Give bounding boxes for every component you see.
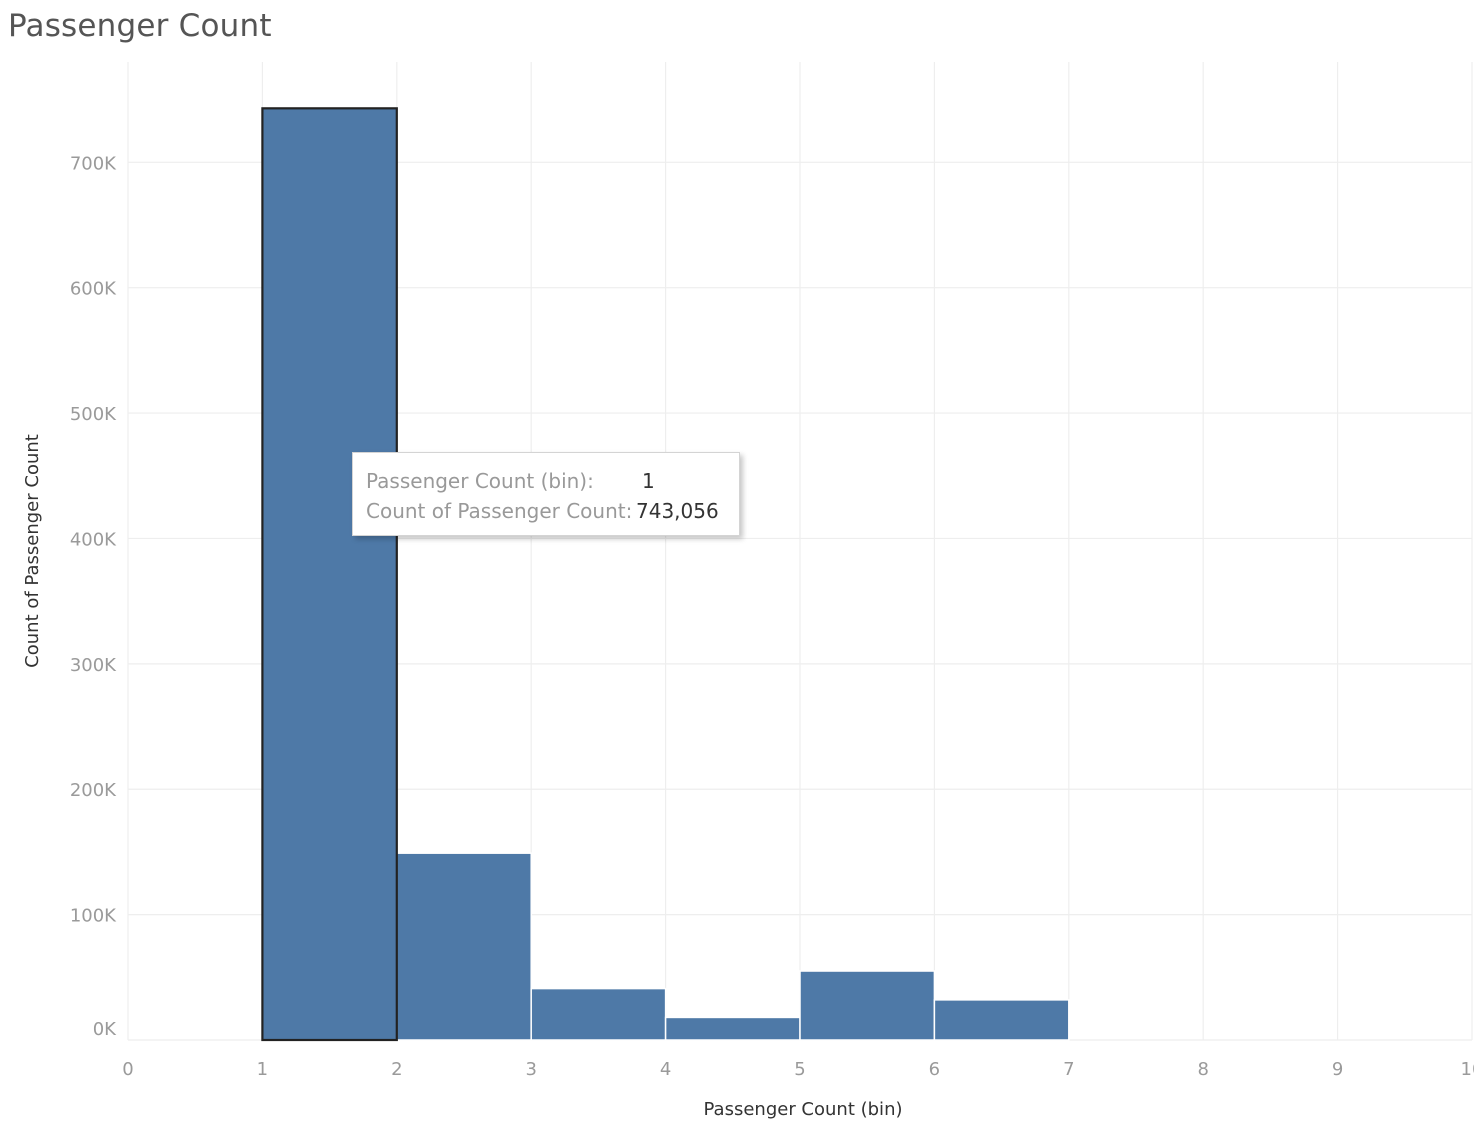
y-tick-label: 700K: [70, 153, 117, 174]
histogram-bar-1[interactable]: [261, 107, 398, 1042]
x-tick-label: 9: [1332, 1059, 1343, 1080]
tooltip-count-value: 743,056: [636, 499, 719, 523]
x-tick-label: 1: [257, 1059, 268, 1080]
y-axis-title: Count of Passenger Count: [22, 434, 43, 668]
tooltip-row-bin: Passenger Count (bin): 1: [366, 466, 739, 496]
x-tick-label: 5: [794, 1059, 805, 1080]
chart-title: Passenger Count: [8, 8, 272, 44]
histogram-bar-2[interactable]: [396, 852, 532, 1041]
y-tick-label: 300K: [70, 655, 117, 676]
tooltip-row-count: Count of Passenger Count: 743,056: [366, 496, 739, 526]
x-tick-label: 8: [1197, 1059, 1208, 1080]
x-tick-label: 6: [929, 1059, 940, 1080]
x-tick-label: 2: [391, 1059, 402, 1080]
histogram-bar-4[interactable]: [664, 1016, 801, 1041]
x-tick-label: 7: [1063, 1059, 1074, 1080]
histogram-bar-5[interactable]: [799, 970, 936, 1041]
y-tick-label: 200K: [70, 780, 117, 801]
y-tick-label: 500K: [70, 404, 117, 425]
y-tick-label: 0K: [93, 1019, 117, 1040]
y-tick-label: 600K: [70, 279, 117, 300]
tooltip-count-label: Count of Passenger Count:: [366, 499, 633, 523]
tooltip-bin-value: 1: [642, 469, 655, 493]
histogram-bar-3[interactable]: [530, 987, 667, 1041]
y-tick-label: 100K: [70, 906, 117, 927]
x-tick-label: 4: [660, 1059, 671, 1080]
y-tick-label: 400K: [70, 529, 117, 550]
tooltip: Passenger Count (bin): 1 Count of Passen…: [352, 452, 740, 536]
tooltip-bin-label: Passenger Count (bin):: [366, 469, 594, 493]
x-tick-label: 3: [525, 1059, 536, 1080]
x-tick-label: 10: [1461, 1059, 1474, 1080]
x-axis-title: Passenger Count (bin): [704, 1099, 903, 1120]
histogram-bar-6[interactable]: [933, 999, 1070, 1041]
x-tick-label: 0: [122, 1059, 133, 1080]
